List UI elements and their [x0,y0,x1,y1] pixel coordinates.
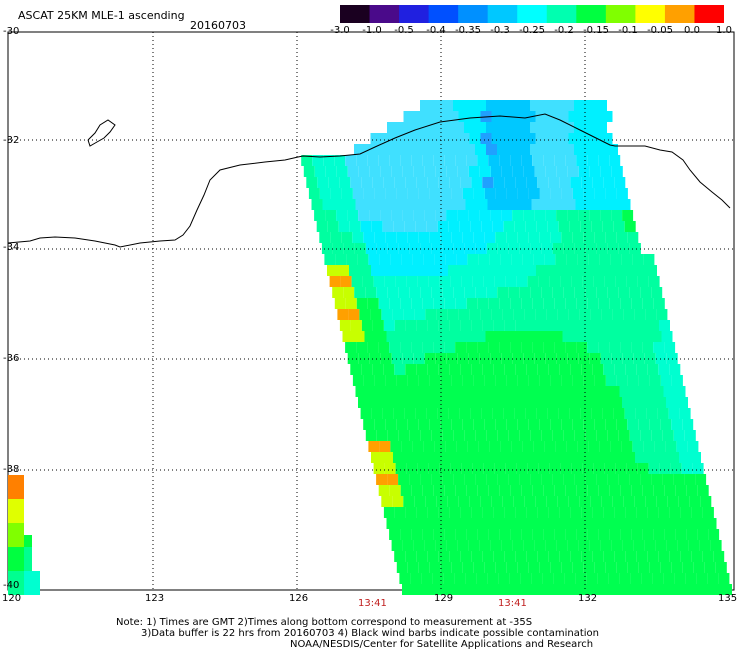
colorbar-tick-label: -0.15 [583,25,609,36]
map-title: ASCAT 25KM MLE-1 ascending [18,9,185,22]
time-label-1: 13:41 [358,598,387,609]
colorbar-swatch [605,5,636,23]
colorbar [340,5,724,23]
lat-label-38: -38 [3,464,20,475]
note-line-3: NOAA/NESDIS/Center for Satellite Applica… [290,639,594,650]
colorbar-swatch [458,5,489,23]
colorbar-tick-label: -0.2 [554,25,574,36]
lat-label-36: -36 [3,353,20,364]
island-coastline [87,119,116,147]
lat-lon-grid [8,32,734,590]
colorbar-swatch [694,5,724,23]
data-strip-left [8,475,40,595]
colorbar-swatch [399,5,430,23]
note-line-1: Note: 1) Times are GMT 2)Times along bot… [116,617,533,628]
lon-label-135: 135 [718,593,738,604]
lon-label-132: 132 [578,593,598,604]
colorbar-tick-label: 1.0 [716,25,732,36]
lon-label-129: 129 [434,593,454,604]
lat-label-40: -40 [3,580,20,591]
map-date: 20160703 [190,19,246,32]
colorbar-tick-label: -0.25 [519,25,545,36]
colorbar-swatch [546,5,577,23]
note-line-2: 3)Data buffer is 22 hrs from 20160703 4)… [141,628,599,639]
colorbar-tick-label: 0.0 [684,25,700,36]
colorbar-swatch [517,5,548,23]
colorbar-swatch [635,5,666,23]
time-label-2: 13:41 [498,598,527,609]
lon-label-126: 126 [289,593,309,604]
colorbar-tick-label: -0.3 [490,25,510,36]
lon-label-120: 120 [2,593,22,604]
lat-label-32: -32 [3,135,20,146]
colorbar-tick-label: -0.5 [394,25,414,36]
colorbar-tick-label: -0.05 [647,25,673,36]
lon-label-123: 123 [145,593,165,604]
colorbar-tick-label: -1.0 [362,25,382,36]
lat-label-30: -30 [3,26,20,37]
colorbar-swatch [576,5,607,23]
colorbar-tick-label: -3.0 [330,25,350,36]
colorbar-tick-label: -0.4 [426,25,446,36]
colorbar-tick-label: -0.1 [618,25,638,36]
colorbar-swatch [428,5,459,23]
coastline [7,113,731,248]
data-swath [301,100,732,595]
colorbar-swatch [340,5,371,23]
colorbar-swatch [487,5,518,23]
colorbar-swatch [369,5,400,23]
colorbar-swatch [664,5,695,23]
lat-label-34: -34 [3,242,20,253]
colorbar-tick-label: -0.35 [455,25,481,36]
